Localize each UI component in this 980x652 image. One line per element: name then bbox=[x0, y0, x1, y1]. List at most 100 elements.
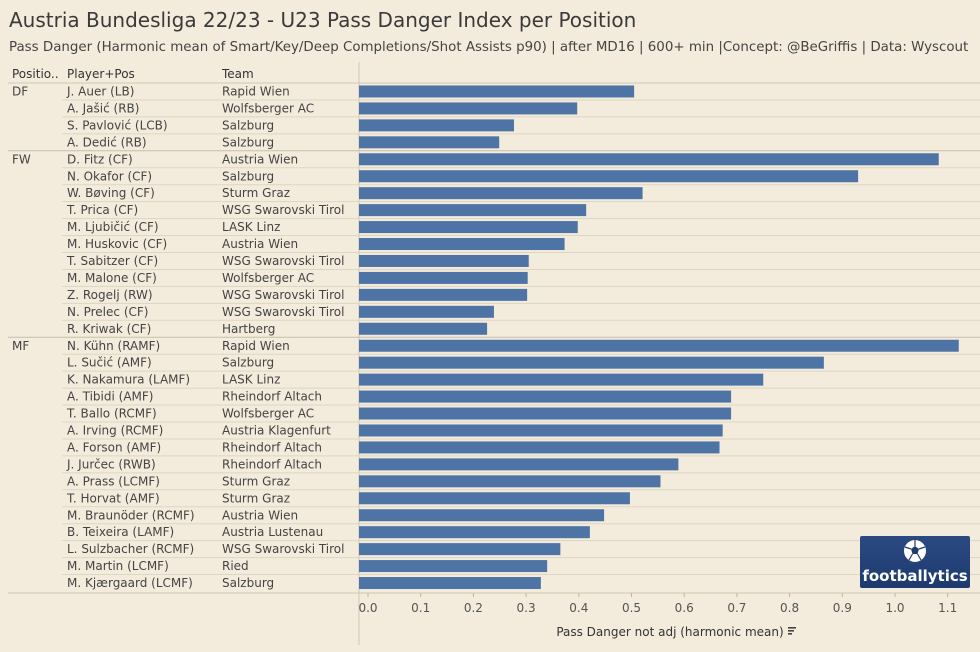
x-tick-label: 0.9 bbox=[833, 601, 852, 615]
bar[interactable] bbox=[359, 390, 732, 403]
chart-subtitle: Pass Danger (Harmonic mean of Smart/Key/… bbox=[9, 40, 969, 55]
team-name: WSG Swarovski Tirol bbox=[222, 305, 344, 319]
player-name: M. Huskovic (CF) bbox=[67, 237, 167, 251]
team-name: Rheindorf Altach bbox=[222, 390, 322, 404]
bar[interactable] bbox=[359, 424, 723, 437]
team-name: Salzburg bbox=[222, 135, 274, 149]
bar[interactable] bbox=[359, 238, 565, 251]
bar[interactable] bbox=[359, 526, 590, 539]
bar[interactable] bbox=[359, 136, 500, 149]
team-name: Rheindorf Altach bbox=[222, 457, 322, 471]
team-name: WSG Swarovski Tirol bbox=[222, 288, 344, 302]
team-name: Sturm Graz bbox=[222, 491, 290, 505]
team-name: Austria Wien bbox=[222, 508, 298, 522]
team-name: Salzburg bbox=[222, 169, 274, 183]
bar[interactable] bbox=[359, 187, 643, 200]
player-name: T. Horvat (AMF) bbox=[66, 491, 160, 505]
team-name: WSG Swarovski Tirol bbox=[222, 254, 344, 268]
player-name: W. Bøving (CF) bbox=[67, 186, 155, 200]
player-name: T. Prica (CF) bbox=[66, 203, 138, 217]
player-name: R. Kriwak (CF) bbox=[67, 322, 151, 336]
team-name: LASK Linz bbox=[222, 373, 280, 387]
player-name: M. Kjærgaard (LCMF) bbox=[67, 576, 193, 590]
x-tick-label: 0.1 bbox=[411, 601, 430, 615]
bar[interactable] bbox=[359, 458, 679, 471]
x-tick-label: 0.5 bbox=[622, 601, 641, 615]
team-name: Sturm Graz bbox=[222, 474, 290, 488]
bar[interactable] bbox=[359, 322, 488, 335]
logo-text: footballytics bbox=[862, 567, 968, 585]
x-tick-label: 0.4 bbox=[569, 601, 588, 615]
player-name: A. Prass (LCMF) bbox=[67, 474, 160, 488]
player-name: M. Malone (CF) bbox=[67, 271, 157, 285]
footballytics-logo: footballytics bbox=[860, 536, 970, 588]
bar[interactable] bbox=[359, 254, 529, 267]
bar[interactable] bbox=[359, 339, 959, 352]
player-name: L. Sučić (AMF) bbox=[67, 356, 152, 370]
bar[interactable] bbox=[359, 475, 661, 488]
team-name: Wolfsberger AC bbox=[222, 407, 314, 421]
position-label: MF bbox=[12, 339, 29, 353]
bar[interactable] bbox=[359, 407, 732, 420]
bar[interactable] bbox=[359, 492, 630, 505]
bar[interactable] bbox=[359, 305, 494, 318]
player-name: M. Martin (LCMF) bbox=[67, 559, 169, 573]
bar[interactable] bbox=[359, 119, 514, 132]
team-name: Austria Wien bbox=[222, 237, 298, 251]
position-label: FW bbox=[12, 152, 31, 166]
bar[interactable] bbox=[359, 102, 578, 115]
team-name: LASK Linz bbox=[222, 220, 280, 234]
player-name: T. Ballo (RCMF) bbox=[66, 407, 157, 421]
x-tick-label: 0.0 bbox=[358, 601, 377, 615]
header-team[interactable]: Team bbox=[221, 67, 254, 81]
bar[interactable] bbox=[359, 509, 605, 522]
player-name: Z. Rogelj (RW) bbox=[67, 288, 153, 302]
team-name: Rapid Wien bbox=[222, 85, 290, 99]
team-name: Sturm Graz bbox=[222, 186, 290, 200]
bar[interactable] bbox=[359, 356, 824, 369]
player-name: A. Tibidi (AMF) bbox=[67, 390, 153, 404]
team-name: WSG Swarovski Tirol bbox=[222, 542, 344, 556]
team-name: Wolfsberger AC bbox=[222, 271, 314, 285]
team-name: Rheindorf Altach bbox=[222, 440, 322, 454]
x-axis-title: Pass Danger not adj (harmonic mean) bbox=[556, 625, 783, 639]
header-player[interactable]: Player+Pos bbox=[67, 67, 135, 81]
bar[interactable] bbox=[359, 543, 561, 556]
player-name: A. Dedić (RB) bbox=[67, 135, 147, 149]
player-name: B. Teixeira (LAMF) bbox=[67, 525, 174, 539]
bar[interactable] bbox=[359, 577, 541, 590]
team-name: Austria Lustenau bbox=[222, 525, 323, 539]
chart-title: Austria Bundesliga 22/23 - U23 Pass Dang… bbox=[9, 8, 637, 32]
x-tick-label: 0.2 bbox=[464, 601, 483, 615]
position-label: DF bbox=[12, 85, 28, 99]
player-name: A. Irving (RCMF) bbox=[67, 424, 163, 438]
bar[interactable] bbox=[359, 441, 720, 454]
bar[interactable] bbox=[359, 373, 764, 386]
sort-descending-icon[interactable] bbox=[788, 627, 796, 635]
bar[interactable] bbox=[359, 221, 578, 234]
team-name: Austria Klagenfurt bbox=[222, 424, 331, 438]
bar[interactable] bbox=[359, 288, 528, 301]
bar[interactable] bbox=[359, 153, 939, 166]
player-name: T. Sabitzer (CF) bbox=[66, 254, 158, 268]
player-name: N. Kühn (RAMF) bbox=[67, 339, 160, 353]
player-name: A. Forson (AMF) bbox=[67, 440, 161, 454]
player-name: M. Ljubičić (CF) bbox=[67, 220, 159, 234]
x-tick-label: 0.8 bbox=[780, 601, 799, 615]
player-name: L. Sulzbacher (RCMF) bbox=[67, 542, 194, 556]
bar[interactable] bbox=[359, 85, 635, 98]
bar[interactable] bbox=[359, 170, 859, 183]
soccer-ball-icon bbox=[904, 540, 926, 562]
player-name: N. Prelec (CF) bbox=[67, 305, 148, 319]
team-name: Salzburg bbox=[222, 118, 274, 132]
team-name: Salzburg bbox=[222, 576, 274, 590]
player-name: N. Okafor (CF) bbox=[67, 169, 152, 183]
bar[interactable] bbox=[359, 204, 587, 217]
bar[interactable] bbox=[359, 271, 528, 284]
x-tick-label: 0.7 bbox=[727, 601, 746, 615]
player-name: J. Jurčec (RWB) bbox=[66, 457, 156, 471]
player-name: A. Jašić (RB) bbox=[67, 101, 139, 115]
header-position[interactable]: Positio.. bbox=[12, 67, 59, 81]
x-tick-label: 0.6 bbox=[675, 601, 694, 615]
bar[interactable] bbox=[359, 560, 548, 573]
